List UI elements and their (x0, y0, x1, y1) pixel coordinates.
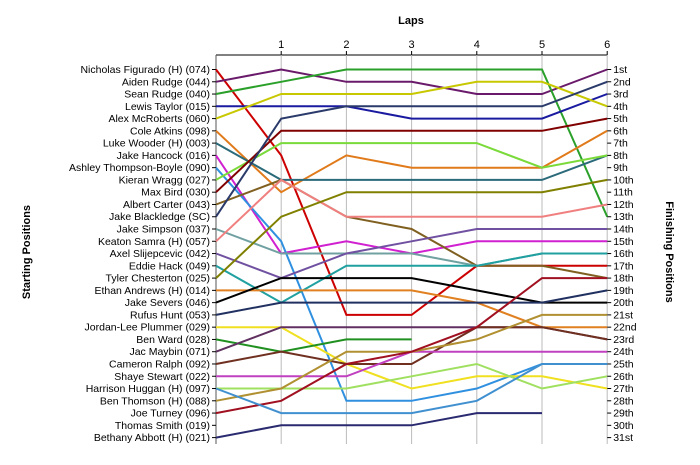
start-label-1: Nicholas Figurado (H) (074) (80, 64, 210, 76)
finish-label-31: 31st (613, 432, 633, 444)
start-label-16: Axel Slijepcevic (042) (110, 248, 210, 260)
finish-label-2: 2nd (613, 76, 631, 88)
series-line-23 (215, 338, 412, 353)
start-label-23: Ben Ward (028) (136, 334, 210, 346)
start-label-3: Sean Rudge (040) (124, 89, 210, 101)
start-label-15: Keaton Samra (H) (057) (98, 236, 210, 248)
finish-label-28: 28th (613, 395, 634, 407)
tick-label-lap-3: 3 (409, 39, 415, 51)
finish-label-11: 11th (613, 187, 633, 199)
start-label-25: Cameron Ralph (092) (109, 358, 210, 370)
start-label-8: Jake Hancock (016) (117, 150, 210, 162)
series-line-10 (215, 142, 608, 181)
finish-label-29: 29th (613, 408, 634, 420)
finish-label-3: 3rd (613, 89, 628, 101)
starting-position-labels: Nicholas Figurado (H) (074)Aiden Rudge (… (69, 64, 216, 444)
series-line-4 (216, 93, 608, 120)
start-label-29: Joe Turney (096) (131, 408, 210, 420)
x-ticks: 1 2 3 4 5 6 (278, 39, 610, 55)
tick-label-lap-4: 4 (474, 39, 480, 51)
tick-label-lap-5: 5 (539, 39, 545, 51)
finish-label-18: 18th (613, 273, 634, 285)
tick-label-lap-2: 2 (343, 39, 349, 51)
start-label-11: Max Bird (030) (141, 187, 210, 199)
finish-label-16: 16th (613, 248, 634, 260)
series-line-18 (215, 178, 608, 279)
series-line-3 (215, 68, 609, 218)
start-label-27: Harrison Huggan (H) (097) (86, 383, 210, 395)
series-line-31 (215, 412, 542, 439)
finish-label-13: 13th (613, 211, 634, 223)
series-line-21 (215, 289, 608, 316)
finish-label-10: 10th (613, 174, 634, 186)
start-label-30: Thomas Smith (019) (115, 420, 210, 432)
series-line-2 (215, 68, 608, 95)
finish-label-1: 1st (613, 64, 627, 76)
start-label-10: Kieran Wragg (027) (119, 174, 210, 186)
finish-label-23: 23rd (613, 334, 634, 346)
finish-label-12: 12th (613, 199, 634, 211)
finish-label-6: 6th (613, 125, 628, 137)
start-label-13: Jake Blackledge (SC) (109, 211, 210, 223)
finish-label-21: 21st (613, 309, 633, 321)
right-axis-title: Finishing Positions (663, 201, 675, 302)
series-line-5 (215, 80, 608, 120)
tick-label-lap-1: 1 (278, 39, 284, 51)
start-label-9: Ashley Thompson-Boyle (090) (69, 162, 210, 174)
finish-label-25: 25th (613, 358, 634, 370)
start-label-22: Jordan-Lee Plummer (029) (85, 322, 210, 334)
finish-label-5: 5th (613, 113, 628, 125)
finish-label-8: 8th (613, 150, 628, 162)
left-axis-title: Starting Positions (21, 205, 33, 299)
finish-label-20: 20th (613, 297, 634, 309)
series-line-11 (215, 117, 608, 193)
finish-label-26: 26th (613, 371, 634, 383)
start-label-14: Jake Simpson (037) (117, 224, 210, 236)
series-lines (215, 68, 609, 439)
start-label-31: Bethany Abbott (H) (021) (94, 432, 210, 444)
series-line-25 (215, 326, 608, 365)
start-label-21: Rufus Hunt (053) (130, 309, 210, 321)
start-label-17: Eddie Hack (049) (129, 260, 210, 272)
finish-label-27: 27th (613, 383, 634, 395)
series-line-15 (215, 178, 608, 243)
start-label-5: Alex McRoberts (060) (108, 113, 210, 125)
finish-label-9: 9th (613, 162, 628, 174)
series-line-29 (215, 277, 608, 415)
start-label-26: Shaye Stewart (022) (114, 371, 210, 383)
start-label-7: Luke Wooder (H) (003) (103, 138, 210, 150)
start-label-19: Ethan Andrews (H) (014) (94, 285, 210, 297)
finish-label-15: 15th (613, 236, 634, 248)
start-label-20: Jake Severs (046) (125, 297, 210, 309)
top-axis-title: Laps (398, 15, 424, 27)
start-label-6: Cole Atkins (098) (130, 125, 210, 137)
finish-label-17: 17th (613, 260, 634, 272)
start-label-4: Lewis Taylor (015) (125, 101, 210, 113)
start-label-28: Ben Thomson (H) (088) (100, 395, 210, 407)
finish-label-19: 19th (613, 285, 634, 297)
finish-label-4: 4th (613, 101, 628, 113)
finish-label-14: 14th (613, 224, 634, 236)
finish-label-7: 7th (613, 138, 628, 150)
series-line-30 (215, 363, 608, 415)
start-label-18: Tyler Chesterton (025) (106, 273, 210, 285)
tick-label-lap-6: 6 (604, 39, 610, 51)
finish-label-30: 30th (613, 420, 634, 432)
finish-label-22: 22nd (613, 322, 637, 334)
start-label-12: Albert Carter (043) (123, 199, 210, 211)
finishing-position-labels: 1st2nd3rd4th5th6th7th8th9th10th11th12th1… (607, 64, 637, 444)
start-label-2: Aiden Rudge (044) (122, 76, 210, 88)
start-label-24: Jac Maybin (071) (129, 346, 210, 358)
finish-label-24: 24th (613, 346, 634, 358)
series-line-13 (215, 80, 608, 218)
